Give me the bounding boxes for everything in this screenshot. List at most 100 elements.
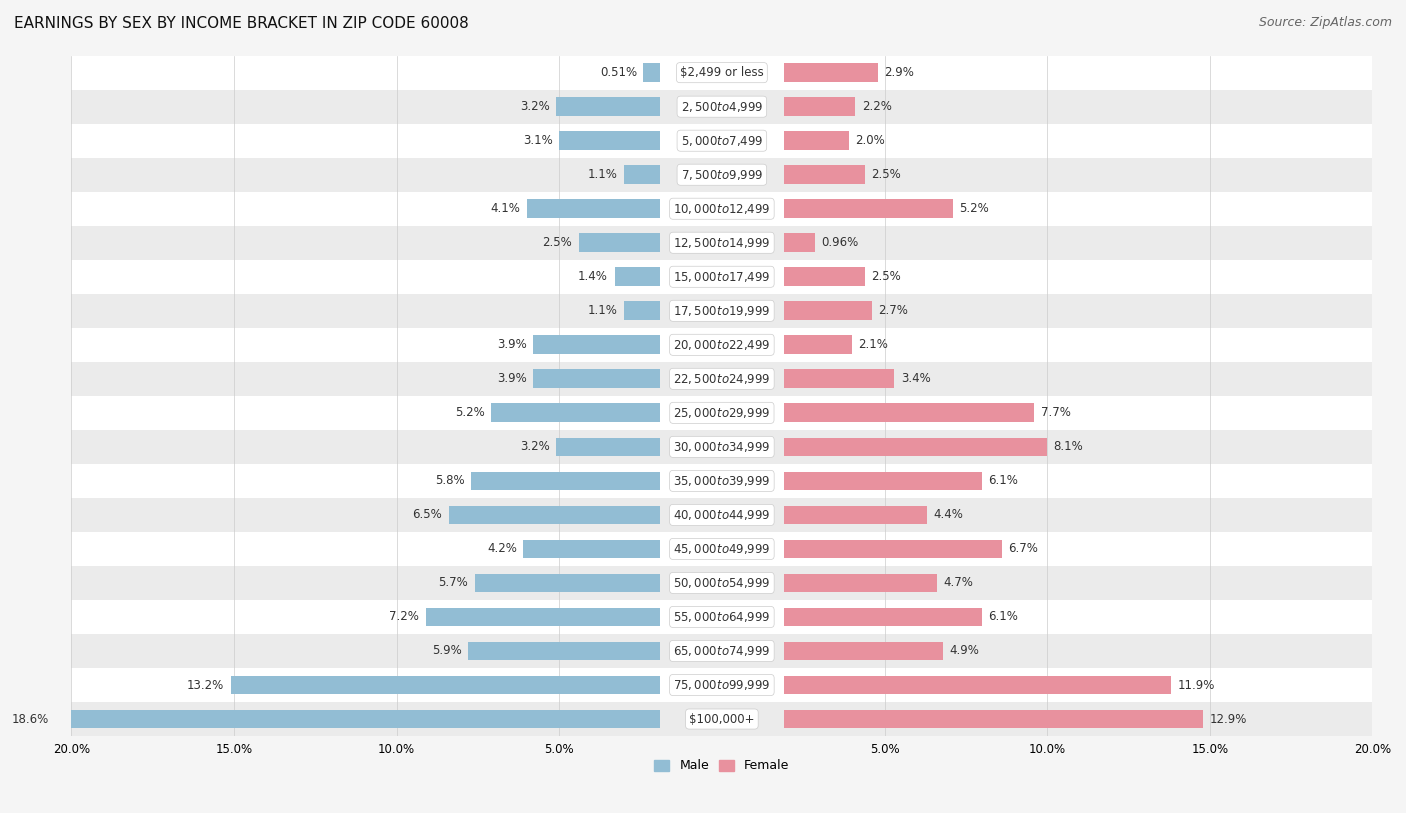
Text: 2.7%: 2.7% <box>877 304 908 317</box>
Text: 2.2%: 2.2% <box>862 100 891 113</box>
Bar <box>471 472 659 490</box>
Text: $17,500 to $19,999: $17,500 to $19,999 <box>673 304 770 318</box>
Text: $50,000 to $54,999: $50,000 to $54,999 <box>673 576 770 590</box>
Text: $25,000 to $29,999: $25,000 to $29,999 <box>673 406 770 420</box>
Text: 3.4%: 3.4% <box>901 372 931 385</box>
Text: $2,500 to $4,999: $2,500 to $4,999 <box>681 100 763 114</box>
Text: $12,500 to $14,999: $12,500 to $14,999 <box>673 236 770 250</box>
Bar <box>783 710 1204 728</box>
Text: $55,000 to $64,999: $55,000 to $64,999 <box>673 610 770 624</box>
Text: 5.2%: 5.2% <box>454 406 485 420</box>
Text: 18.6%: 18.6% <box>11 712 49 725</box>
Text: 4.9%: 4.9% <box>949 645 980 658</box>
Text: 3.2%: 3.2% <box>520 441 550 454</box>
Bar <box>624 165 659 184</box>
Bar <box>783 506 927 524</box>
Bar <box>533 336 659 354</box>
Text: 5.8%: 5.8% <box>436 475 465 487</box>
Bar <box>783 233 815 252</box>
Text: $45,000 to $49,999: $45,000 to $49,999 <box>673 542 770 556</box>
Text: 2.0%: 2.0% <box>855 134 884 147</box>
Text: 2.5%: 2.5% <box>872 270 901 283</box>
Bar <box>72 600 1372 634</box>
Bar <box>783 472 983 490</box>
Text: $75,000 to $99,999: $75,000 to $99,999 <box>673 678 770 692</box>
Bar <box>560 132 659 150</box>
Bar <box>783 98 855 116</box>
Bar <box>449 506 659 524</box>
Bar <box>72 192 1372 226</box>
Bar <box>783 302 872 320</box>
Bar <box>72 566 1372 600</box>
Text: 3.1%: 3.1% <box>523 134 553 147</box>
Text: 7.7%: 7.7% <box>1040 406 1070 420</box>
Bar <box>783 676 1171 694</box>
Bar <box>55 710 659 728</box>
Text: 0.51%: 0.51% <box>600 66 637 79</box>
Bar <box>783 165 865 184</box>
Text: 2.5%: 2.5% <box>872 168 901 181</box>
Text: 2.5%: 2.5% <box>543 237 572 250</box>
Text: 3.9%: 3.9% <box>496 372 527 385</box>
Bar <box>783 607 983 626</box>
Text: $35,000 to $39,999: $35,000 to $39,999 <box>673 474 770 488</box>
Bar <box>72 634 1372 668</box>
Bar <box>72 293 1372 328</box>
Bar <box>468 641 659 660</box>
Bar <box>72 464 1372 498</box>
Bar <box>783 437 1047 456</box>
Bar <box>783 267 865 286</box>
Text: 4.7%: 4.7% <box>943 576 973 589</box>
Text: 5.2%: 5.2% <box>959 202 988 215</box>
Text: 6.5%: 6.5% <box>412 508 441 521</box>
Text: 4.1%: 4.1% <box>491 202 520 215</box>
Bar <box>527 199 659 218</box>
Text: 1.1%: 1.1% <box>588 168 617 181</box>
Bar <box>783 403 1035 422</box>
Bar <box>783 63 877 82</box>
Bar <box>231 676 659 694</box>
Text: 6.1%: 6.1% <box>988 475 1018 487</box>
Text: EARNINGS BY SEX BY INCOME BRACKET IN ZIP CODE 60008: EARNINGS BY SEX BY INCOME BRACKET IN ZIP… <box>14 16 468 31</box>
Text: 12.9%: 12.9% <box>1209 712 1247 725</box>
Bar <box>783 132 849 150</box>
Bar <box>72 89 1372 124</box>
Text: 0.96%: 0.96% <box>821 237 859 250</box>
Bar <box>783 574 936 593</box>
Text: $22,500 to $24,999: $22,500 to $24,999 <box>673 372 770 386</box>
Text: 4.4%: 4.4% <box>934 508 963 521</box>
Bar <box>426 607 659 626</box>
Bar <box>475 574 659 593</box>
Text: 4.2%: 4.2% <box>486 542 517 555</box>
Bar <box>72 498 1372 532</box>
Text: $30,000 to $34,999: $30,000 to $34,999 <box>673 440 770 454</box>
Bar <box>579 233 659 252</box>
Text: Source: ZipAtlas.com: Source: ZipAtlas.com <box>1258 16 1392 29</box>
Bar <box>555 437 659 456</box>
Legend: Male, Female: Male, Female <box>650 754 794 777</box>
Bar <box>783 336 852 354</box>
Bar <box>72 430 1372 464</box>
Bar <box>523 540 659 559</box>
Bar <box>72 226 1372 260</box>
Bar <box>783 641 943 660</box>
Bar <box>555 98 659 116</box>
Text: $5,000 to $7,499: $5,000 to $7,499 <box>681 133 763 148</box>
Text: $20,000 to $22,499: $20,000 to $22,499 <box>673 338 770 352</box>
Bar <box>644 63 659 82</box>
Text: $10,000 to $12,499: $10,000 to $12,499 <box>673 202 770 215</box>
Bar <box>72 702 1372 736</box>
Text: 6.7%: 6.7% <box>1008 542 1038 555</box>
Text: 7.2%: 7.2% <box>389 611 419 624</box>
Bar <box>614 267 659 286</box>
Text: 2.1%: 2.1% <box>859 338 889 351</box>
Bar <box>783 540 1001 559</box>
Text: 1.4%: 1.4% <box>578 270 607 283</box>
Bar <box>72 328 1372 362</box>
Text: 5.7%: 5.7% <box>439 576 468 589</box>
Bar <box>783 199 953 218</box>
Text: $65,000 to $74,999: $65,000 to $74,999 <box>673 644 770 658</box>
Bar <box>491 403 659 422</box>
Text: 13.2%: 13.2% <box>187 679 224 692</box>
Bar <box>533 369 659 388</box>
